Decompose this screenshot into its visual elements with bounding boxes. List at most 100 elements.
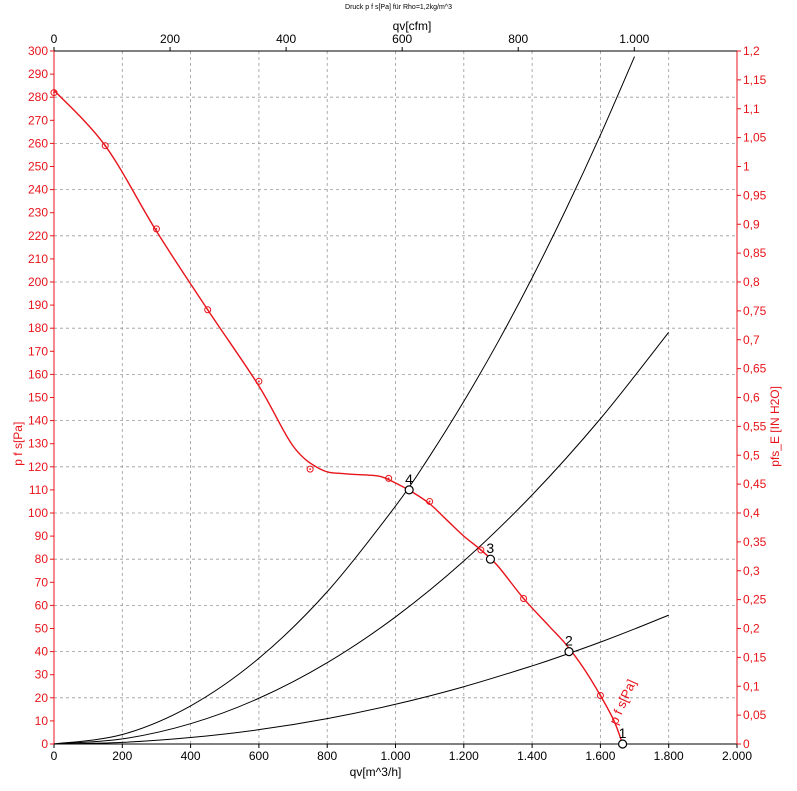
grid [53, 50, 738, 745]
fan-curve-marker-dot [428, 500, 431, 503]
operating-point-label: 2 [565, 633, 573, 649]
top-tick-label: 800 [508, 32, 528, 46]
y-tick-label: 190 [28, 298, 48, 312]
y-tick-label: 290 [28, 67, 48, 81]
right-tick-label: 0,4 [743, 506, 760, 520]
y-tick-label: 110 [29, 483, 48, 497]
right-tick-label: 0,55 [743, 419, 767, 433]
right-tick-label: 1,1 [743, 102, 760, 116]
y-tick-label: 240 [28, 183, 48, 197]
fan-curve-marker-dot [155, 227, 158, 230]
y-tick-label: 180 [28, 321, 48, 335]
right-axis-label: pfs_E [IN H2O] [768, 386, 782, 467]
fan-curve-marker [255, 377, 263, 385]
y-tick-label: 60 [35, 598, 49, 612]
fan-curve-marker-dot [309, 468, 312, 471]
x-tick-label: 1.000 [380, 749, 410, 763]
operating-point-label: 1 [619, 725, 627, 741]
y-tick-label: 230 [28, 206, 48, 220]
x-tick-label: 2.000 [722, 749, 752, 763]
tick-labels: 0 200 400 600 800 1.000 1.200 1.400 1.600 1.800 2.… [28, 32, 767, 763]
right-tick-label: 0,95 [743, 188, 767, 202]
y-tick-label: 120 [28, 460, 48, 474]
right-tick-label: 1,2 [743, 44, 760, 58]
y-tick-label: 280 [28, 90, 48, 104]
fan-curve-marker-dot [206, 308, 209, 311]
y-tick-label: 140 [28, 414, 48, 428]
right-tick-label: 0,7 [743, 333, 760, 347]
y-tick-label: 130 [28, 437, 48, 451]
right-tick-label: 1,05 [743, 131, 767, 145]
x-tick-label: 1.800 [654, 749, 684, 763]
y-tick-label: 10 [35, 714, 49, 728]
top-tick-label: 200 [160, 32, 180, 46]
x-tick-label: 1.200 [449, 749, 479, 763]
fan-curve-marker-dot [479, 549, 482, 551]
x-tick-label: 200 [112, 749, 132, 763]
fan-curve-marker [152, 225, 160, 233]
y-tick-label: 80 [35, 552, 49, 566]
fan-curve-marker [204, 306, 212, 314]
y-tick-label: 70 [35, 575, 49, 589]
operating-point-label: 4 [405, 471, 413, 487]
right-tick-label: 0,5 [743, 448, 760, 462]
x-tick-label: 1.600 [585, 749, 615, 763]
y-tick-label: 30 [35, 668, 49, 682]
operating-point [617, 739, 628, 749]
top-tick-label: 1.000 [619, 32, 649, 46]
operating-point-label: 3 [486, 540, 494, 556]
fan-curve-marker [596, 691, 604, 699]
system-curve [53, 614, 669, 745]
x-tick-label: 1.400 [517, 749, 547, 763]
fan-curve-marker [426, 497, 434, 505]
top-tick-label: 0 [51, 32, 58, 46]
y-tick-label: 260 [28, 136, 48, 150]
x-tick-label: 600 [249, 749, 269, 763]
y-tick-label: 220 [28, 229, 48, 243]
right-tick-label: 1,15 [743, 73, 767, 87]
y-tick-label: 250 [28, 160, 48, 174]
y-tick-label: 0 [41, 737, 48, 751]
series-layer [50, 56, 670, 745]
fan-curve-marker [50, 89, 58, 97]
fan-curve-marker-dot [53, 91, 55, 94]
top-axis-label: qv[cfm] [393, 19, 432, 33]
y-tick-label: 150 [28, 391, 48, 405]
y-tick-label: 300 [28, 44, 48, 58]
x-tick-label: 0 [51, 749, 58, 763]
fan-curve-marker-dot [387, 477, 390, 480]
fan-curve-marker-dot [104, 144, 107, 147]
y-tick-label: 90 [35, 529, 49, 543]
right-tick-label: 0,35 [743, 535, 767, 549]
y-tick-label: 170 [28, 344, 48, 358]
y-tick-label: 200 [28, 275, 48, 289]
right-tick-label: 0,45 [743, 477, 767, 491]
fan-curve-label: p f s[Pa] [606, 677, 639, 727]
top-tick-label: 600 [392, 32, 412, 46]
right-tick-label: 0,9 [743, 217, 760, 231]
right-tick-label: 0,8 [743, 275, 760, 289]
right-tick-label: 0,1 [743, 679, 760, 693]
y-tick-label: 50 [35, 622, 49, 636]
x-axis-label: qv[m^3/h] [350, 765, 402, 779]
x-tick-label: 800 [317, 749, 337, 763]
right-tick-label: 0,2 [743, 622, 760, 636]
operating-point [564, 646, 574, 657]
right-tick-label: 0,6 [743, 391, 760, 405]
right-tick-label: 0,15 [743, 650, 767, 664]
fan-curve-marker [385, 474, 393, 482]
fan-curve-marker [520, 594, 528, 602]
top-tick-label: 400 [276, 32, 296, 46]
right-tick-label: 0,75 [743, 304, 767, 318]
x-tick-label: 400 [181, 749, 201, 763]
operating-point [404, 485, 414, 495]
system-curve [53, 332, 670, 745]
right-tick-label: 0,05 [743, 708, 767, 722]
right-tick-label: 0,25 [743, 593, 767, 607]
fan-curve-marker [306, 465, 314, 473]
y-tick-label: 40 [35, 645, 49, 659]
right-tick-label: 1 [743, 160, 750, 174]
y-axis-label: p f s[Pa] [11, 422, 25, 466]
fan-curve [53, 89, 624, 745]
